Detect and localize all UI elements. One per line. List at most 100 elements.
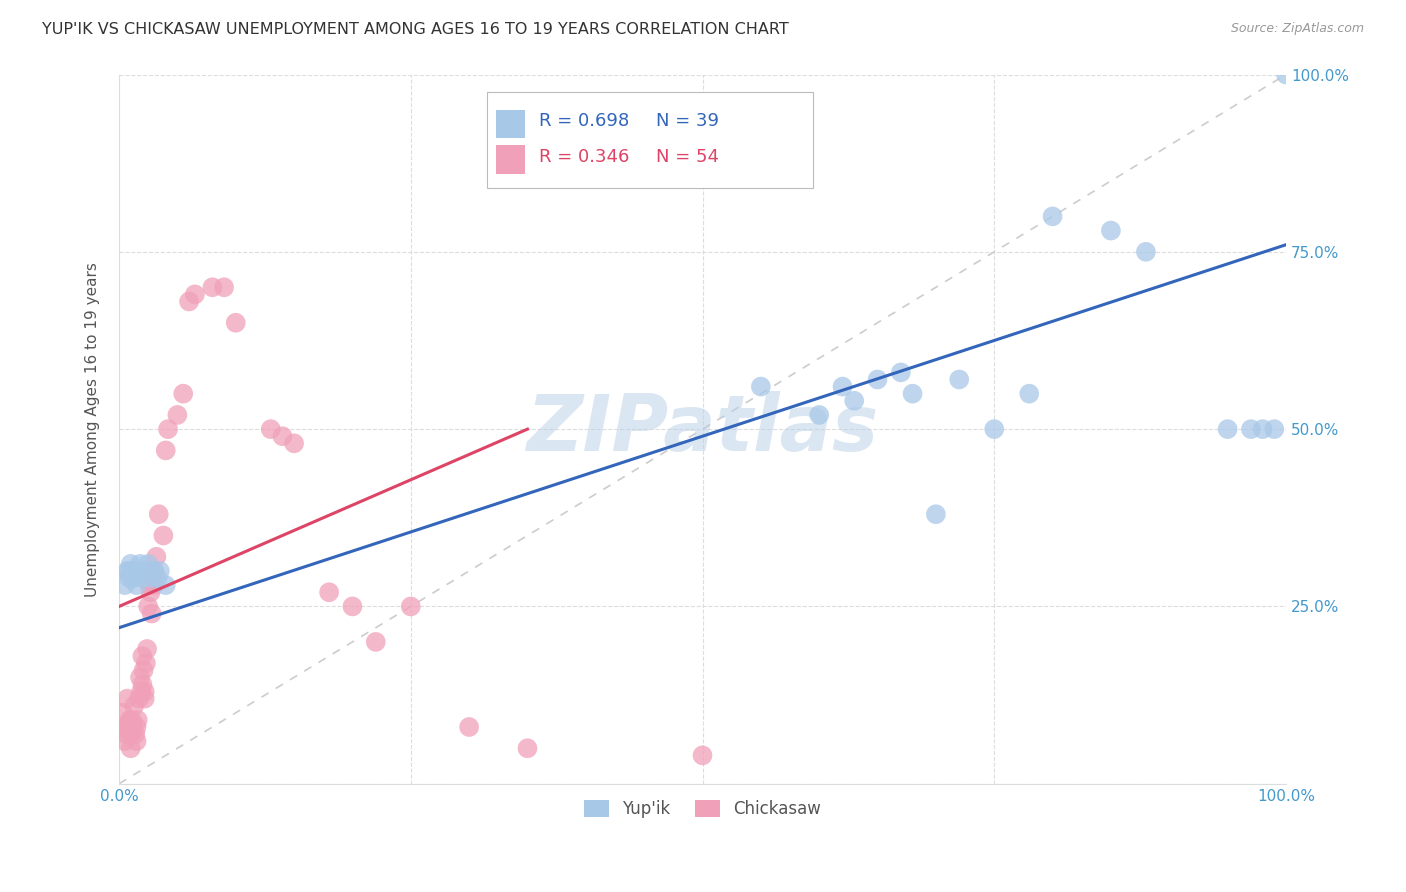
Text: YUP'IK VS CHICKASAW UNEMPLOYMENT AMONG AGES 16 TO 19 YEARS CORRELATION CHART: YUP'IK VS CHICKASAW UNEMPLOYMENT AMONG A… (42, 22, 789, 37)
Point (136, 642, 159, 657)
Point (342, 599, 364, 614)
Point (948, 372, 970, 386)
Point (166, 408, 188, 422)
Point (808, 408, 831, 422)
Point (124, 727, 146, 741)
Point (117, 720, 139, 734)
Point (125, 720, 148, 734)
Point (212, 280, 235, 294)
Point (172, 386, 194, 401)
Point (364, 635, 387, 649)
Point (1240, 422, 1263, 436)
Point (120, 727, 142, 741)
Point (118, 571, 141, 585)
Point (125, 734, 148, 748)
Point (138, 578, 160, 592)
Legend: Yup'ik, Chickasaw: Yup'ik, Chickasaw (576, 794, 828, 825)
Text: R = 0.346: R = 0.346 (538, 147, 630, 166)
Point (132, 663, 155, 677)
Text: R = 0.698: R = 0.698 (538, 112, 630, 130)
Point (831, 379, 853, 393)
Point (122, 564, 145, 578)
Point (136, 557, 159, 571)
Point (271, 429, 294, 443)
Point (749, 379, 772, 393)
Point (177, 294, 200, 309)
Point (399, 599, 422, 614)
Point (122, 571, 145, 585)
Text: N = 54: N = 54 (655, 147, 718, 166)
Point (139, 571, 162, 585)
Point (844, 393, 866, 408)
Point (692, 748, 714, 763)
FancyBboxPatch shape (486, 92, 813, 188)
Point (128, 691, 150, 706)
Point (122, 698, 145, 713)
Point (135, 656, 157, 670)
Point (155, 443, 177, 458)
Point (127, 713, 149, 727)
Point (120, 741, 142, 756)
Point (143, 578, 166, 592)
Point (115, 727, 138, 741)
Point (131, 649, 153, 664)
Text: N = 39: N = 39 (655, 112, 718, 130)
Point (157, 422, 180, 436)
Point (129, 557, 152, 571)
Point (141, 564, 163, 578)
Point (125, 578, 148, 592)
Point (134, 564, 156, 578)
Point (134, 691, 156, 706)
Point (115, 564, 138, 578)
Point (134, 684, 156, 698)
Point (120, 557, 142, 571)
Point (114, 578, 136, 592)
Point (260, 422, 283, 436)
Point (115, 691, 138, 706)
Point (283, 436, 305, 450)
Point (1251, 422, 1274, 436)
Text: ZIPatlas: ZIPatlas (526, 391, 879, 467)
Point (143, 564, 166, 578)
Text: Source: ZipAtlas.com: Source: ZipAtlas.com (1230, 22, 1364, 36)
Point (184, 287, 207, 301)
Point (145, 549, 167, 564)
Point (121, 713, 143, 727)
Point (111, 706, 134, 720)
Point (201, 280, 224, 294)
Point (143, 564, 166, 578)
Point (114, 734, 136, 748)
Point (1042, 210, 1064, 224)
FancyBboxPatch shape (496, 110, 524, 138)
Point (516, 741, 538, 756)
Point (458, 720, 481, 734)
Point (152, 528, 174, 542)
FancyBboxPatch shape (496, 145, 524, 174)
Y-axis label: Unemployment Among Ages 16 to 19 years: Unemployment Among Ages 16 to 19 years (86, 261, 100, 597)
Point (225, 316, 247, 330)
Point (149, 564, 172, 578)
Point (131, 571, 153, 585)
Point (155, 578, 177, 592)
Point (136, 599, 159, 614)
Point (866, 372, 889, 386)
Point (112, 720, 135, 734)
Point (1216, 422, 1239, 436)
Point (1135, 244, 1157, 259)
Point (1018, 386, 1040, 401)
Point (146, 571, 169, 585)
Point (139, 585, 162, 599)
Point (117, 564, 139, 578)
Point (131, 564, 153, 578)
Point (118, 713, 141, 727)
Point (125, 564, 148, 578)
Point (129, 684, 152, 698)
Point (983, 422, 1005, 436)
Point (129, 670, 152, 684)
Point (141, 607, 163, 621)
Point (901, 386, 924, 401)
Point (1263, 422, 1285, 436)
Point (318, 585, 340, 599)
Point (131, 677, 153, 691)
Point (122, 720, 145, 734)
